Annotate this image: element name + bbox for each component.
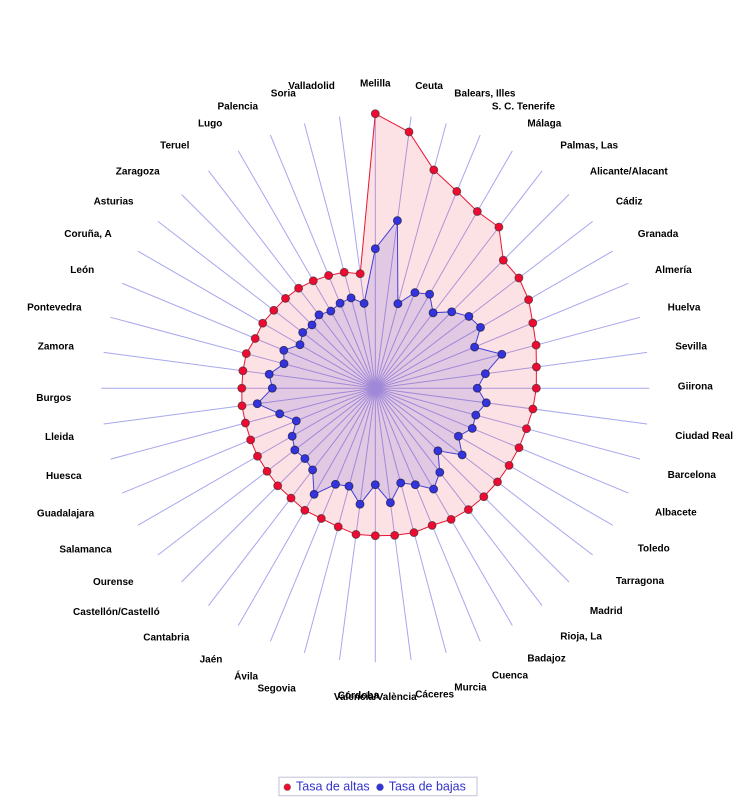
svg-text:Salamanca: Salamanca bbox=[59, 544, 112, 555]
svg-text:Cuenca: Cuenca bbox=[492, 670, 529, 681]
svg-text:Palencia: Palencia bbox=[218, 101, 259, 112]
svg-text:Segovia: Segovia bbox=[257, 684, 296, 695]
svg-text:Huelva: Huelva bbox=[668, 303, 701, 314]
svg-text:Ceuta: Ceuta bbox=[415, 81, 443, 92]
svg-text:Badajoz: Badajoz bbox=[527, 653, 565, 664]
svg-text:Teruel: Teruel bbox=[160, 141, 189, 152]
svg-text:Valencia/València: Valencia/València bbox=[334, 692, 417, 703]
svg-text:Jaén: Jaén bbox=[200, 654, 223, 665]
svg-text:Ávila: Ávila bbox=[234, 669, 258, 682]
svg-text:Almería: Almería bbox=[655, 265, 692, 276]
svg-text:Sevilla: Sevilla bbox=[675, 342, 707, 353]
svg-text:Granada: Granada bbox=[638, 229, 679, 240]
svg-text:León: León bbox=[70, 265, 94, 276]
svg-text:Huesca: Huesca bbox=[46, 471, 82, 482]
svg-text:Tasa de bajas: Tasa de bajas bbox=[389, 780, 466, 794]
svg-text:Soria: Soria bbox=[271, 89, 296, 100]
svg-text:Tarragona: Tarragona bbox=[616, 576, 665, 587]
svg-text:Asturias: Asturias bbox=[94, 196, 134, 207]
svg-text:Castellón/Castelló: Castellón/Castelló bbox=[73, 607, 160, 618]
svg-text:Barcelona: Barcelona bbox=[668, 470, 717, 481]
svg-text:Valladolid: Valladolid bbox=[288, 81, 335, 92]
svg-text:Albacete: Albacete bbox=[655, 508, 697, 519]
svg-text:Ourense: Ourense bbox=[93, 577, 134, 588]
svg-text:Melilla: Melilla bbox=[360, 79, 391, 90]
svg-text:Zaragoza: Zaragoza bbox=[116, 167, 160, 178]
svg-text:Balears, Illes: Balears, Illes bbox=[454, 89, 516, 100]
svg-text:Málaga: Málaga bbox=[527, 119, 561, 130]
svg-text:Guadalajara: Guadalajara bbox=[37, 509, 95, 520]
svg-text:Córdoba: Córdoba bbox=[338, 691, 380, 702]
svg-text:Zamora: Zamora bbox=[38, 342, 75, 353]
svg-text:Palmas, Las: Palmas, Las bbox=[560, 141, 618, 152]
svg-text:Burgos: Burgos bbox=[36, 393, 71, 404]
svg-text:Tasa de altas: Tasa de altas bbox=[296, 780, 370, 794]
svg-text:S. C. Tenerife: S. C. Tenerife bbox=[492, 101, 556, 112]
svg-text:Ciudad Real: Ciudad Real bbox=[675, 431, 733, 442]
svg-text:Murcia: Murcia bbox=[454, 683, 487, 694]
svg-text:Cantabria: Cantabria bbox=[143, 633, 190, 644]
svg-text:Lleida: Lleida bbox=[45, 432, 74, 443]
svg-text:Cádiz: Cádiz bbox=[616, 196, 643, 207]
svg-text:Giirona: Giirona bbox=[678, 382, 713, 393]
svg-text:Pontevedra: Pontevedra bbox=[27, 303, 82, 314]
svg-text:Lugo: Lugo bbox=[198, 119, 222, 130]
svg-text:Alicante/Alacant: Alicante/Alacant bbox=[590, 167, 668, 178]
svg-text:Toledo: Toledo bbox=[638, 543, 670, 554]
svg-text:Madrid: Madrid bbox=[590, 606, 623, 617]
svg-text:Cáceres: Cáceres bbox=[415, 690, 454, 701]
svg-text:Rioja, La: Rioja, La bbox=[560, 632, 602, 643]
svg-text:Coruña, A: Coruña, A bbox=[64, 229, 111, 240]
